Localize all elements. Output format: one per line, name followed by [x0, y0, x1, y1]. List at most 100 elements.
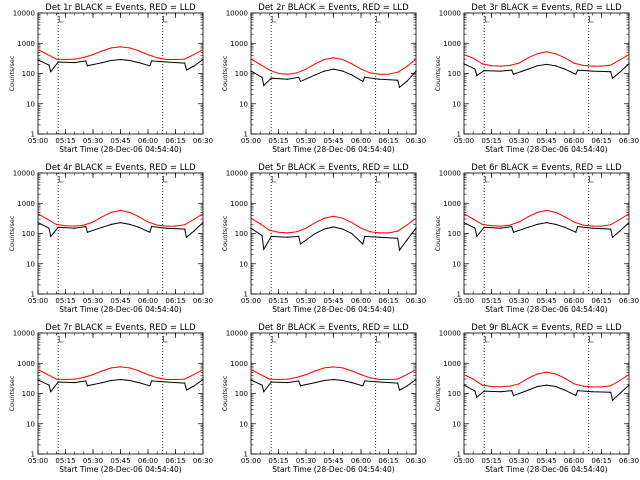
lld-point: [490, 385, 493, 388]
time-marker-bracket: [163, 176, 168, 183]
lld-point: [74, 225, 76, 227]
panel-1: Det 1r BLACK = Events, RED = LLD 1 10 100 10…: [8, 3, 213, 154]
lld-point: [397, 378, 399, 380]
events-point: [342, 379, 344, 382]
events-point: [575, 73, 577, 75]
events-point: [202, 221, 204, 224]
events-point: [610, 71, 612, 73]
lld-point: [360, 374, 362, 376]
events-point: [314, 74, 316, 76]
events-point: [86, 65, 89, 67]
series-events: [37, 222, 204, 239]
x-tick-label: 05:45: [536, 137, 556, 145]
events-point: [138, 61, 140, 64]
events-point: [250, 379, 252, 381]
x-tick-label: 06:30: [193, 137, 213, 145]
lld-point: [268, 69, 270, 71]
lld-point: [193, 374, 195, 376]
events-point: [263, 84, 265, 87]
y-tick-label: 10000: [226, 170, 248, 178]
y-tick-label: 100: [448, 70, 461, 78]
events-point: [591, 391, 593, 393]
lld-point: [55, 378, 57, 380]
series-lld: [37, 209, 204, 227]
y-tick-label: 1000: [17, 360, 35, 368]
x-tick-label: 05:15: [55, 137, 75, 145]
x-tick-label: 06:15: [165, 137, 185, 145]
events-point: [577, 69, 579, 71]
events-point: [323, 379, 325, 382]
y-tick-label: 1: [457, 451, 461, 459]
events-point: [483, 226, 485, 228]
lld-point: [628, 213, 630, 215]
events-point: [406, 385, 408, 387]
events-point: [398, 249, 401, 251]
lld-point: [147, 374, 149, 376]
x-tick-label: 06:30: [193, 297, 213, 305]
events-point: [332, 68, 335, 70]
lld-point: [37, 48, 39, 51]
panel-6: Det 6r BLACK = Events, RED = LLD 1 10 100 10…: [434, 163, 639, 314]
events-point: [287, 236, 289, 238]
time-marker-bracket: [589, 16, 594, 23]
lld-point: [555, 211, 557, 213]
time-marker-bracket: [484, 176, 490, 183]
x-tick-label: 05:45: [323, 137, 343, 145]
lld-point: [147, 54, 149, 56]
events-point: [314, 232, 316, 235]
y-tick-label: 10000: [226, 330, 248, 338]
x-tick-label: 05:15: [268, 457, 288, 465]
plot-frame: [37, 12, 204, 135]
lld-point: [369, 377, 371, 379]
y-tick-label: 10: [26, 260, 35, 268]
events-point: [193, 230, 195, 232]
events-point: [591, 227, 593, 229]
y-tick-label: 10: [452, 420, 461, 428]
events-point: [74, 61, 76, 64]
lld-point: [55, 58, 57, 60]
events-point: [362, 80, 364, 82]
events-point: [628, 63, 630, 65]
lld-point: [287, 378, 289, 380]
events-point: [362, 243, 364, 245]
events-point: [463, 384, 465, 386]
x-tick-label: 05:00: [28, 297, 48, 305]
series-lld: [463, 209, 630, 227]
events-point: [151, 380, 153, 382]
events-point: [110, 223, 112, 225]
panel-5: Det 5r BLACK = Events, RED = LLD 1 10 100 10…: [221, 163, 426, 314]
x-tick-label: 05:00: [28, 137, 48, 145]
lld-point: [600, 65, 603, 67]
events-point: [575, 395, 577, 397]
panel-title: Det 8r BLACK = Events, RED = LLD: [258, 323, 409, 333]
events-point: [351, 232, 353, 235]
lld-point: [500, 386, 502, 388]
events-point: [287, 78, 289, 80]
x-tick-label: 05:30: [296, 137, 316, 145]
events-point: [138, 381, 140, 384]
events-point: [129, 59, 131, 62]
x-tick-label: 05:45: [110, 457, 130, 465]
events-point: [332, 226, 335, 228]
events-point: [165, 227, 167, 229]
y-tick-label: 1000: [443, 360, 461, 368]
time-marker-bracket: [589, 176, 594, 183]
lld-point: [138, 50, 140, 52]
y-tick-label: 10: [452, 260, 461, 268]
lld-point: [397, 230, 399, 232]
lld-point: [119, 46, 122, 48]
lld-point: [83, 224, 85, 226]
events-point: [202, 378, 204, 381]
lld-point: [184, 378, 186, 380]
events-point: [298, 76, 300, 78]
lld-point: [564, 216, 566, 218]
lld-point: [472, 57, 474, 59]
y-tick-label: 1000: [230, 360, 248, 368]
x-tick-label: 05:00: [454, 457, 474, 465]
events-point: [314, 381, 316, 384]
lld-point: [518, 383, 520, 385]
y-axis-label: Counts/sec: [434, 215, 442, 251]
lld-point: [37, 368, 39, 371]
plot-frame: [463, 12, 630, 135]
lld-point: [92, 54, 94, 56]
